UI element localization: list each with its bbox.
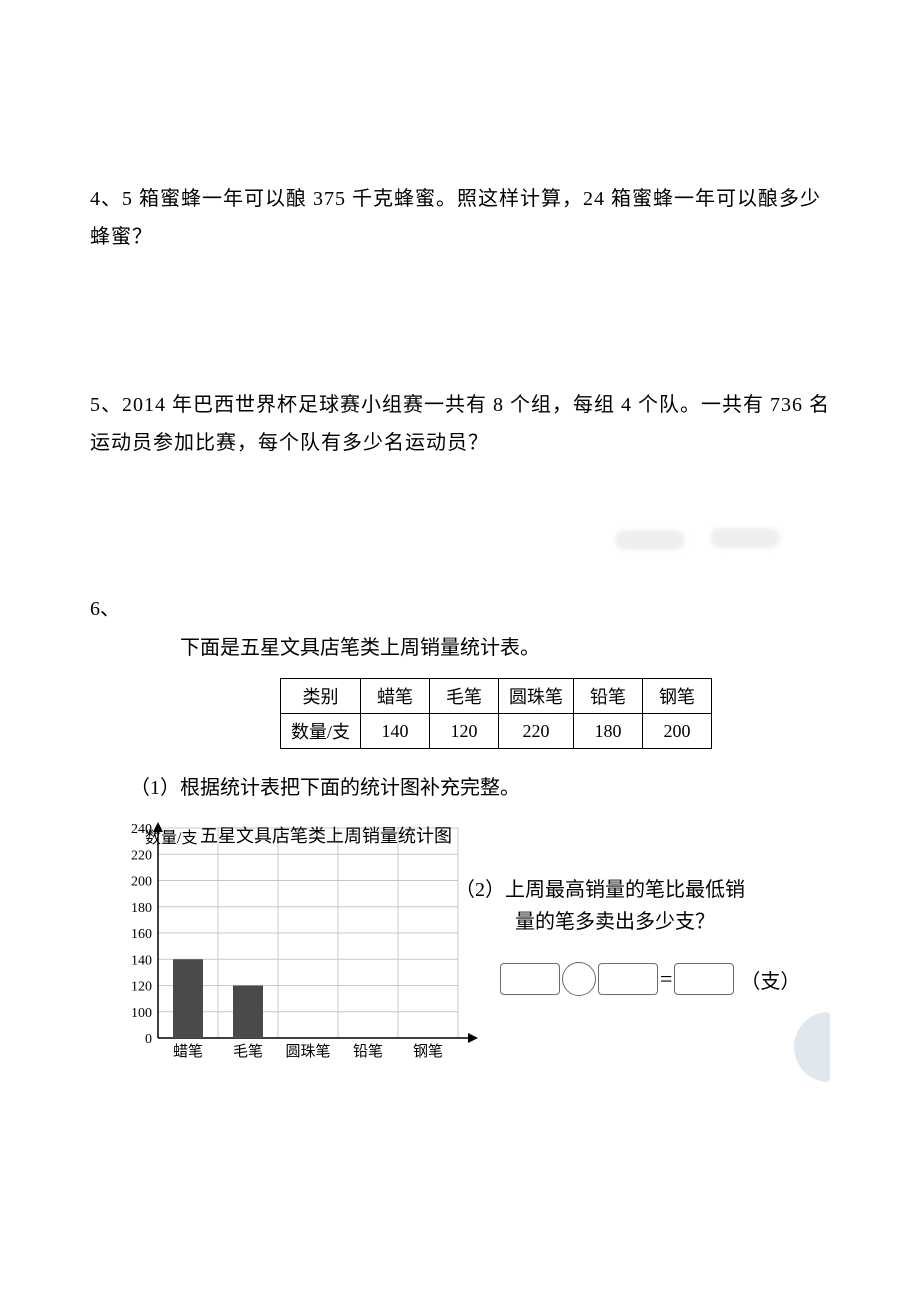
svg-text:220: 220 [131, 848, 152, 863]
chart-title: 五星文具店笔类上周销量统计图 [200, 822, 452, 848]
svg-text:200: 200 [131, 875, 152, 890]
svg-text:毛笔: 毛笔 [233, 1043, 263, 1060]
col-header: 类别 [281, 679, 361, 714]
problem-5: 5、2014 年巴西世界杯足球赛小组赛一共有 8 个组，每组 4 个队。一共有 … [90, 386, 830, 462]
problem-6: 6、 下面是五星文具店笔类上周销量统计表。 类别 蜡笔 毛笔 圆珠笔 铅笔 钢笔… [90, 592, 830, 1092]
bar-chart: 0100120140160180200220240蜡笔毛笔圆珠笔铅笔钢笔 [110, 822, 490, 1092]
svg-text:120: 120 [131, 980, 152, 995]
svg-text:钢笔: 钢笔 [413, 1043, 443, 1060]
cell-value: 200 [643, 714, 712, 749]
table-data-row: 数量/支 140 120 220 180 200 [281, 714, 712, 749]
svg-text:140: 140 [131, 953, 152, 968]
answer-box-result[interactable] [674, 963, 734, 995]
sub2-line1: （2）上周最高销量的笔比最低销 [455, 874, 920, 906]
cell-value: 140 [361, 714, 430, 749]
decorative-blob-2 [710, 528, 780, 548]
cell-value: 180 [574, 714, 643, 749]
table-header-row: 类别 蜡笔 毛笔 圆珠笔 铅笔 钢笔 [281, 679, 712, 714]
svg-text:0: 0 [145, 1032, 152, 1047]
col-header: 铅笔 [574, 679, 643, 714]
row-label: 数量/支 [281, 714, 361, 749]
svg-text:蜡笔: 蜡笔 [173, 1043, 203, 1060]
answer-box-2[interactable] [598, 963, 658, 995]
svg-text:160: 160 [131, 927, 152, 942]
subquestion-2: （2）上周最高销量的笔比最低销 量的笔多卖出多少支？ [455, 874, 920, 938]
problem-6-title: 下面是五星文具店笔类上周销量统计表。 [180, 631, 830, 660]
cell-value: 220 [499, 714, 574, 749]
cell-value: 120 [430, 714, 499, 749]
problem-6-number: 6、 [90, 592, 830, 621]
col-header: 钢笔 [643, 679, 712, 714]
svg-text:180: 180 [131, 901, 152, 916]
svg-text:圆珠笔: 圆珠笔 [285, 1043, 330, 1060]
equation-row: = （支） [500, 962, 800, 996]
chart-y-axis-label: 数量/支 [145, 824, 197, 848]
problem-4: 4、5 箱蜜蜂一年可以酿 375 千克蜂蜜。照这样计算，24 箱蜜蜂一年可以酿多… [90, 180, 830, 256]
sub2-line2: 量的笔多卖出多少支？ [515, 906, 920, 938]
svg-text:100: 100 [131, 1006, 152, 1021]
unit-label: （支） [740, 965, 800, 994]
decorative-cloud-icon [784, 1002, 830, 1092]
equals-sign: = [660, 966, 672, 992]
answer-box-1[interactable] [500, 963, 560, 995]
col-header: 圆珠笔 [499, 679, 574, 714]
col-header: 蜡笔 [361, 679, 430, 714]
operator-circle[interactable] [562, 962, 596, 996]
col-header: 毛笔 [430, 679, 499, 714]
subquestion-1: （1）根据统计表把下面的统计图补充完整。 [130, 771, 830, 800]
sales-data-table: 类别 蜡笔 毛笔 圆珠笔 铅笔 钢笔 数量/支 140 120 220 180 … [280, 678, 712, 749]
svg-text:铅笔: 铅笔 [353, 1043, 383, 1060]
decorative-blob-1 [615, 530, 685, 550]
